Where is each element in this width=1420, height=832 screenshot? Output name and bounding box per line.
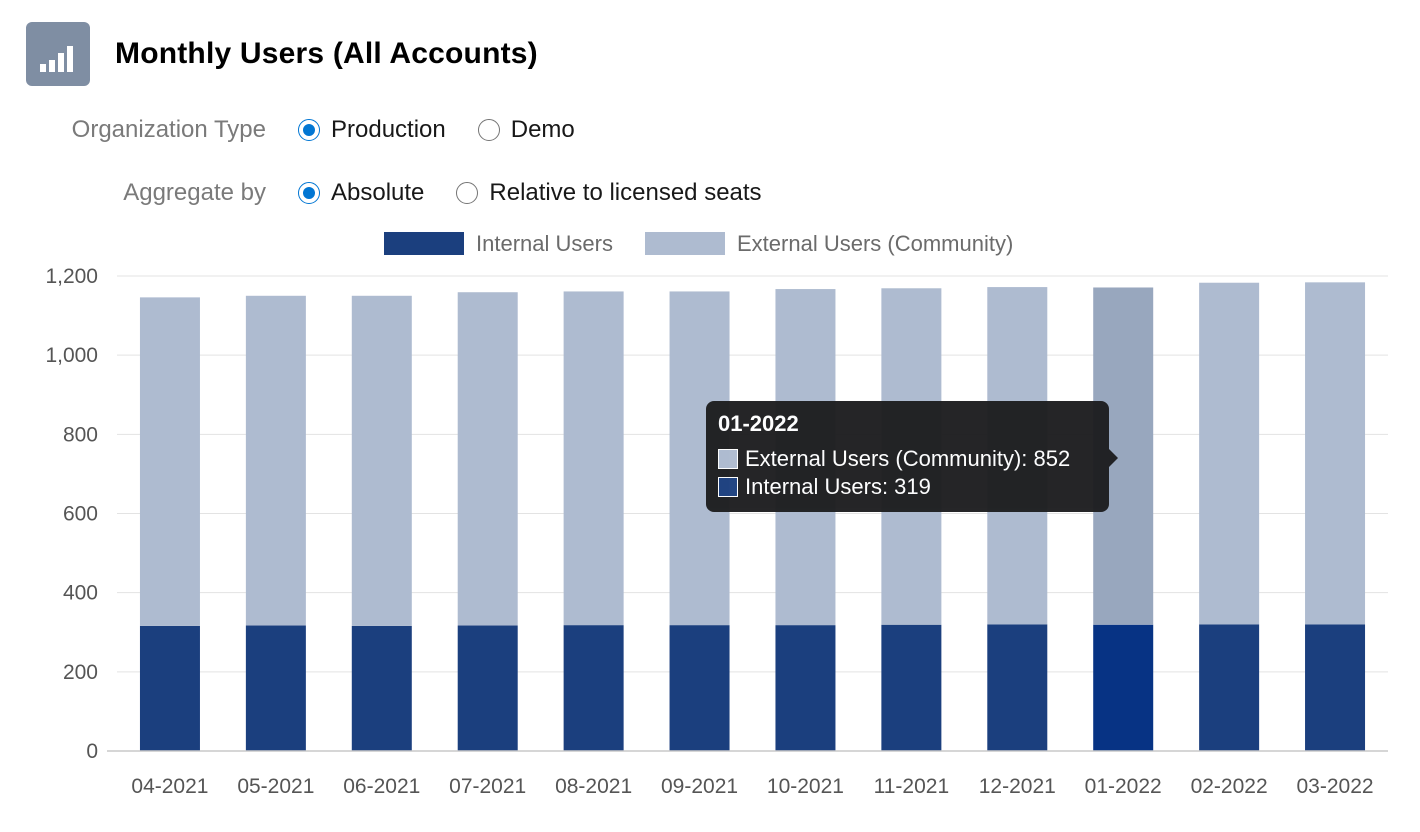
bar-internal-03-2022: [1305, 624, 1366, 751]
tooltip-swatch-internal: [718, 477, 738, 497]
legend-swatch-external: [645, 232, 725, 255]
radio-relative[interactable]: Relative to licensed seats: [456, 179, 762, 207]
bar-external-03-2022: [1305, 282, 1366, 625]
bar-external-08-2021: [563, 291, 624, 626]
x-tick-label-07-2021: 07-2021: [449, 775, 526, 798]
tooltip-title: 01-2022: [718, 411, 799, 436]
aggregate-by-label: Aggregate by: [123, 179, 266, 206]
x-tick-label-02-2022: 02-2022: [1191, 775, 1268, 798]
bar-internal-08-2021: [563, 625, 624, 751]
bar-internal-09-2021: [669, 625, 730, 751]
radio-relative-label: Relative to licensed seats: [489, 179, 762, 206]
tooltip-row-internal: Internal Users: 319: [718, 473, 1097, 501]
bar-external-06-2021: [351, 295, 412, 626]
bar-external-02-2022: [1199, 282, 1260, 625]
bar-external-05-2021: [245, 295, 306, 626]
radio-production-label: Production: [331, 116, 446, 143]
radio-demo-circle[interactable]: [477, 119, 500, 141]
y-tick-label-200: 200: [63, 661, 98, 684]
bar-external-07-2021: [457, 292, 518, 626]
radio-absolute[interactable]: Absolute: [298, 179, 424, 207]
x-tick-label-05-2021: 05-2021: [237, 775, 314, 798]
radio-production[interactable]: Production: [298, 116, 446, 144]
y-tick-label-800: 800: [63, 423, 98, 446]
y-tick-label-1000: 1,000: [45, 344, 98, 367]
legend-label-external: External Users (Community): [737, 231, 1013, 256]
organization-type-filter: Organization Type Production Demo: [40, 114, 607, 146]
radio-absolute-label: Absolute: [331, 179, 425, 206]
legend-label-internal: Internal Users: [476, 231, 613, 256]
aggregate-by-filter: Aggregate by Absolute Relative to licens…: [40, 177, 794, 209]
x-tick-label-10-2021: 10-2021: [767, 775, 844, 798]
tooltip-row-external: External Users (Community): 852: [718, 445, 1097, 473]
x-tick-label-01-2022: 01-2022: [1085, 775, 1162, 798]
bar-internal-11-2021: [881, 624, 942, 751]
tooltip-swatch-external: [718, 449, 738, 469]
y-tick-label-400: 400: [63, 582, 98, 605]
radio-absolute-circle[interactable]: [298, 182, 320, 204]
bar-chart-icon: [26, 22, 90, 86]
y-tick-label-0: 0: [86, 740, 98, 763]
x-tick-label-03-2022: 03-2022: [1297, 775, 1374, 798]
bar-internal-05-2021: [245, 625, 306, 751]
radio-demo-label: Demo: [510, 116, 575, 143]
chart-tooltip: 01-2022 External Users (Community): 852 …: [706, 401, 1118, 512]
x-tick-label-04-2021: 04-2021: [131, 775, 208, 798]
organization-type-label: Organization Type: [71, 116, 266, 143]
x-tick-label-06-2021: 06-2021: [343, 775, 420, 798]
bar-external-04-2021: [139, 297, 200, 626]
tooltip-external-label: External Users (Community): 852: [745, 446, 1071, 471]
bar-internal-06-2021: [351, 625, 412, 751]
tooltip-internal-label: Internal Users: 319: [745, 474, 931, 499]
y-tick-label-1200: 1,200: [45, 265, 98, 288]
bar-internal-04-2021: [139, 625, 200, 751]
x-tick-label-11-2021: 11-2021: [874, 775, 950, 798]
y-tick-label-600: 600: [63, 503, 98, 526]
radio-production-circle[interactable]: [298, 119, 320, 141]
bar-internal-01-2022: [1093, 624, 1154, 751]
bar-internal-07-2021: [457, 625, 518, 751]
radio-demo[interactable]: Demo: [477, 116, 575, 144]
bar-internal-12-2021: [987, 624, 1048, 751]
x-tick-label-08-2021: 08-2021: [555, 775, 632, 798]
x-tick-label-12-2021: 12-2021: [979, 775, 1056, 798]
bar-internal-10-2021: [775, 625, 836, 751]
bar-internal-02-2022: [1199, 624, 1260, 751]
page-title: Monthly Users (All Accounts): [115, 37, 538, 70]
legend-swatch-internal: [384, 232, 464, 255]
chart-header: Monthly Users (All Accounts): [26, 22, 538, 86]
x-tick-label-09-2021: 09-2021: [661, 775, 738, 798]
radio-relative-circle[interactable]: [456, 182, 479, 204]
